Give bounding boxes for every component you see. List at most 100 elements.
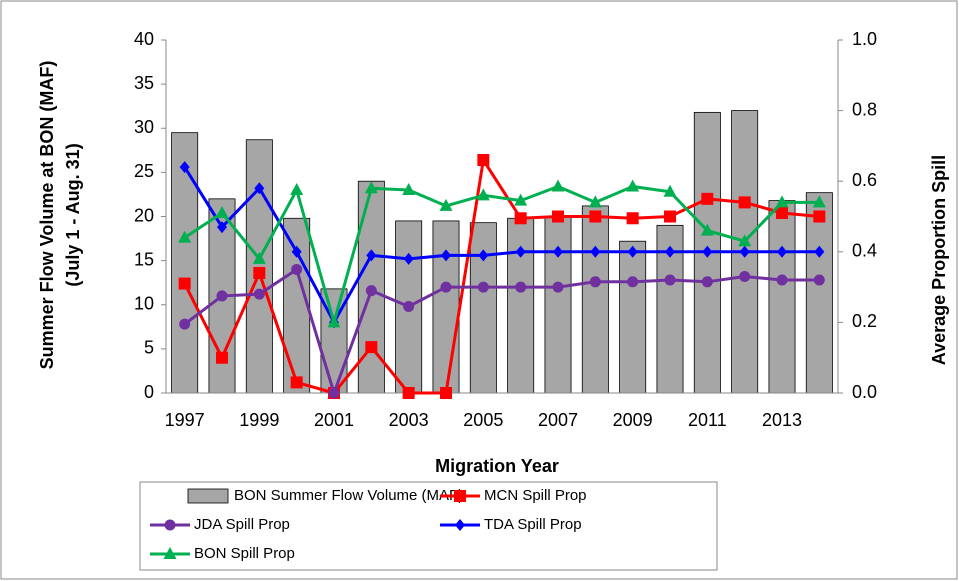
point (403, 252, 414, 265)
x-tick-label: 2011 (688, 410, 727, 430)
line (183, 166, 820, 326)
y2-tick-label: 0.2 (852, 311, 877, 331)
point (701, 192, 714, 205)
point (588, 195, 602, 208)
x-tick-label: 2001 (314, 410, 354, 430)
point (589, 210, 602, 223)
point (216, 351, 228, 364)
point (665, 245, 675, 258)
point (552, 281, 564, 293)
point (776, 206, 788, 219)
legend-label: TDA Spill Prop (484, 516, 582, 533)
point (179, 318, 191, 330)
legend-label: BON Spill Prop (194, 545, 295, 562)
y2-tick-label: 0.4 (852, 241, 877, 261)
line (183, 184, 820, 328)
y-axis-title: Summer Flow Volume at BON (MAF) (37, 61, 57, 370)
point (626, 179, 640, 192)
point (553, 245, 563, 258)
point (515, 281, 527, 293)
point (477, 154, 490, 167)
point (777, 245, 787, 258)
point (216, 290, 228, 302)
legend-marker (163, 547, 177, 559)
line (183, 155, 820, 395)
point (402, 387, 415, 399)
legend-label: BON Summer Flow Volume (MAF) (234, 487, 463, 504)
point (626, 212, 639, 225)
point (663, 184, 677, 197)
x-tick-label: 2007 (538, 410, 578, 430)
y-tick-label: 15 (134, 249, 154, 269)
legend-marker (454, 490, 466, 502)
y-tick-label: 10 (134, 294, 154, 314)
point (253, 288, 265, 300)
point (478, 249, 489, 262)
point (178, 230, 192, 243)
bar (768, 200, 796, 394)
point (402, 183, 416, 196)
x-tick-label: 2013 (762, 410, 802, 430)
x-tick-label: 1997 (165, 410, 205, 430)
point (215, 205, 229, 218)
x-axis-title: Migration Year (435, 456, 559, 476)
point (701, 276, 713, 288)
x-tick-label: 2003 (389, 410, 429, 430)
bar (805, 192, 833, 394)
bar (544, 216, 572, 394)
y-tick-label: 20 (134, 205, 154, 225)
point (814, 245, 825, 258)
bar (507, 217, 535, 394)
bar (581, 205, 609, 394)
bar (245, 139, 273, 394)
bar (469, 222, 497, 394)
point (627, 276, 639, 288)
point (700, 223, 714, 236)
point (252, 251, 266, 264)
point (291, 263, 303, 275)
legend-swatch (187, 488, 229, 504)
point (776, 274, 788, 286)
y2-tick-label: 0.8 (852, 99, 877, 119)
point (179, 161, 190, 174)
y2-tick-label: 0.0 (852, 382, 877, 402)
legend-label: JDA Spill Prop (194, 516, 290, 533)
point (364, 181, 378, 194)
bar (432, 220, 460, 394)
point (664, 274, 676, 286)
legend-marker (455, 519, 465, 531)
point (738, 196, 751, 209)
point (739, 245, 750, 258)
point (664, 210, 676, 223)
point (589, 276, 601, 288)
y-tick-label: 5 (144, 338, 154, 358)
legend-box (139, 481, 718, 571)
point (290, 376, 303, 389)
point (702, 245, 713, 258)
point (515, 245, 526, 258)
point (327, 315, 341, 328)
point (477, 281, 489, 293)
point (178, 277, 191, 290)
bar (171, 132, 199, 394)
legend-marker (164, 519, 176, 531)
y-tick-label: 30 (134, 117, 154, 137)
point (813, 274, 825, 286)
point (366, 249, 377, 262)
point (775, 195, 789, 208)
y2-tick-label: 1.0 (852, 29, 877, 49)
point (552, 210, 564, 223)
point (813, 210, 826, 223)
point (253, 266, 266, 279)
point (291, 245, 302, 258)
bar (619, 240, 647, 394)
point (290, 183, 304, 196)
point (365, 285, 377, 297)
legend-label: MCN Spill Prop (484, 487, 587, 504)
point (590, 245, 601, 258)
point (514, 193, 528, 206)
x-tick-label: 2005 (463, 410, 503, 430)
point (217, 221, 227, 234)
